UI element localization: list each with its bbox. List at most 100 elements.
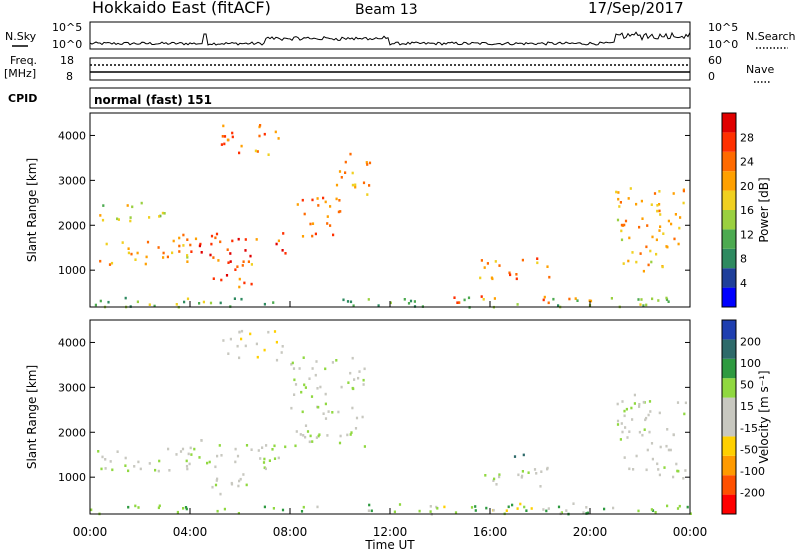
velocity-cell — [304, 386, 307, 389]
velocity-cell — [263, 466, 266, 469]
power-cell — [486, 262, 489, 265]
power-cell — [317, 204, 320, 207]
velocity-cell — [632, 468, 635, 471]
power-cell — [234, 268, 237, 271]
power-cell — [645, 303, 648, 307]
velocity-colorbar-swatch — [722, 436, 736, 456]
power-cell — [148, 216, 151, 219]
power-colorbar-tick: 4 — [740, 277, 747, 290]
velocity-cell — [257, 449, 260, 452]
velocity-cell — [507, 505, 510, 509]
power-cell — [250, 263, 253, 266]
power-cell — [110, 261, 114, 265]
power-cell — [231, 135, 234, 139]
power-cell — [309, 222, 312, 226]
power-colorbar-tick: 16 — [740, 204, 754, 217]
power-cell — [650, 203, 653, 206]
velocity-cell — [650, 508, 653, 511]
velocity-cell — [676, 469, 679, 473]
power-cell — [247, 260, 250, 263]
velocity-cell — [268, 459, 271, 462]
velocity-cell — [631, 418, 634, 421]
velocity-cell — [185, 464, 189, 468]
power-cell — [673, 237, 676, 241]
power-cell — [212, 277, 215, 280]
velocity-cell — [238, 356, 241, 360]
power-colorbar-swatch — [722, 229, 736, 249]
power-colorbar: 28 24 20 16 12 8 4 — [721, 112, 754, 308]
power-cell — [658, 229, 661, 232]
power-cell — [677, 242, 680, 246]
velocity-cell — [648, 430, 651, 434]
power-cell — [186, 260, 189, 263]
velocity-cell — [429, 510, 432, 513]
power-cell — [552, 297, 555, 301]
velocity-cell — [349, 371, 352, 375]
velocity-cell — [298, 367, 301, 370]
power-cell — [627, 197, 630, 200]
power-cell — [377, 304, 380, 307]
power-cell — [99, 259, 102, 263]
velocity-cell — [535, 472, 538, 475]
velocity-cell — [157, 469, 160, 473]
velocity-cell — [682, 477, 685, 480]
velocity-cell — [240, 337, 243, 341]
velocity-cell — [292, 367, 296, 370]
velocity-cell — [300, 390, 303, 394]
velocity-cell — [603, 507, 606, 511]
velocity-cell — [315, 360, 318, 363]
velocity-colorbar-swatch — [722, 397, 736, 417]
power-cell — [547, 301, 550, 305]
velocity-cell — [628, 467, 631, 471]
power-cell — [161, 211, 164, 215]
power-cell — [366, 163, 369, 166]
velocity-cell — [498, 473, 501, 476]
velocity-colorbar-tick: 100 — [740, 357, 761, 370]
power-cell — [543, 295, 546, 299]
velocity-panel: 1000 2000 3000 4000 — [58, 319, 692, 516]
velocity-cell — [669, 448, 672, 452]
velocity-cell — [280, 351, 283, 354]
velocity-cell — [363, 367, 366, 371]
freq-panel — [89, 57, 691, 81]
velocity-cell — [621, 430, 624, 434]
velocity-cell — [124, 456, 127, 460]
velocity-colorbar-tick: -100 — [740, 465, 765, 478]
velocity-cell — [300, 510, 304, 513]
power-cell — [672, 192, 675, 195]
power-cell — [238, 151, 241, 155]
power-colorbar-tick: 20 — [740, 180, 754, 193]
velocity-cell — [318, 433, 321, 436]
velocity-cell — [324, 367, 327, 371]
power-cell — [467, 296, 471, 300]
freq-label: Freq. — [10, 54, 37, 67]
power-cell — [682, 189, 685, 193]
power-cell — [589, 299, 593, 303]
velocity-cell — [666, 428, 669, 431]
velocity-cell — [646, 448, 649, 452]
power-cell — [127, 247, 130, 250]
power-cell — [339, 210, 342, 213]
power-cell — [332, 233, 335, 237]
velocity-cell — [623, 414, 626, 418]
velocity-cell — [641, 433, 644, 437]
velocity-cell — [350, 431, 353, 434]
velocity-cell — [263, 457, 266, 461]
velocity-cell — [230, 482, 234, 486]
power-cell — [124, 296, 127, 300]
power-cell — [344, 160, 347, 164]
velocity-cell — [347, 381, 350, 384]
nave-tick-bottom: 0 — [708, 70, 715, 83]
velocity-cell — [546, 467, 549, 471]
nsearch-tick-bottom: 10^0 — [708, 38, 738, 51]
velocity-cell — [418, 509, 421, 513]
velocity-cell — [658, 411, 661, 415]
power-cell — [311, 198, 314, 202]
velocity-ytick-label: 1000 — [58, 471, 86, 484]
power-cell — [256, 150, 259, 153]
power-cell — [342, 298, 345, 302]
power-cell — [679, 216, 682, 219]
power-cell — [576, 299, 579, 302]
power-cell — [158, 215, 161, 218]
x-tick-label: 00:00 — [73, 525, 108, 539]
